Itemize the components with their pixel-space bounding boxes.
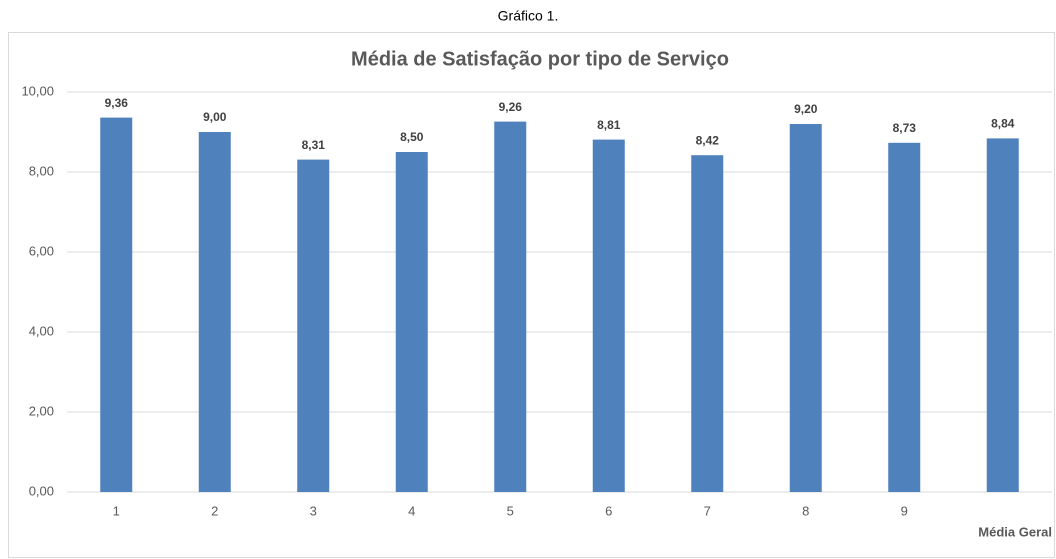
bar [789,124,822,492]
data-label: 8,42 [696,133,720,147]
y-tick-label: 0,00 [29,483,54,498]
data-label: 8,73 [893,121,917,135]
data-label: 8,50 [400,130,424,144]
bar [297,159,330,492]
bar [395,152,428,492]
chart-frame [8,32,1055,558]
x-tick-label: Média Geral [978,524,1052,539]
data-label: 8,31 [302,138,326,152]
bar [100,117,133,492]
bar [198,132,231,492]
bar [494,121,527,492]
bar [691,155,724,492]
chart-title: Média de Satisfação por tipo de Serviço [351,48,729,70]
y-tick-label: 6,00 [29,243,54,258]
data-label: 9,26 [499,100,523,114]
data-label: 9,20 [794,102,818,116]
x-tick-label: 9 [901,503,908,518]
data-label: 8,81 [597,118,621,132]
chart-caption: Gráfico 1. [498,8,559,24]
bar [986,138,1019,492]
y-tick-label: 8,00 [29,163,54,178]
y-tick-label: 2,00 [29,403,54,418]
data-label: 8,84 [991,117,1015,131]
x-tick-label: 7 [704,503,711,518]
x-tick-label: 5 [507,503,514,518]
data-label: 9,00 [203,110,227,124]
y-tick-label: 10,00 [21,83,54,98]
y-tick-label: 4,00 [29,323,54,338]
x-tick-label: 4 [408,503,415,518]
x-tick-label: 2 [211,503,218,518]
data-label: 9,36 [105,96,129,110]
x-tick-label: 8 [802,503,809,518]
x-tick-label: 1 [113,503,120,518]
x-tick-label: 3 [310,503,317,518]
bar [888,142,921,493]
x-tick-label: 6 [605,503,612,518]
bar [592,139,625,492]
